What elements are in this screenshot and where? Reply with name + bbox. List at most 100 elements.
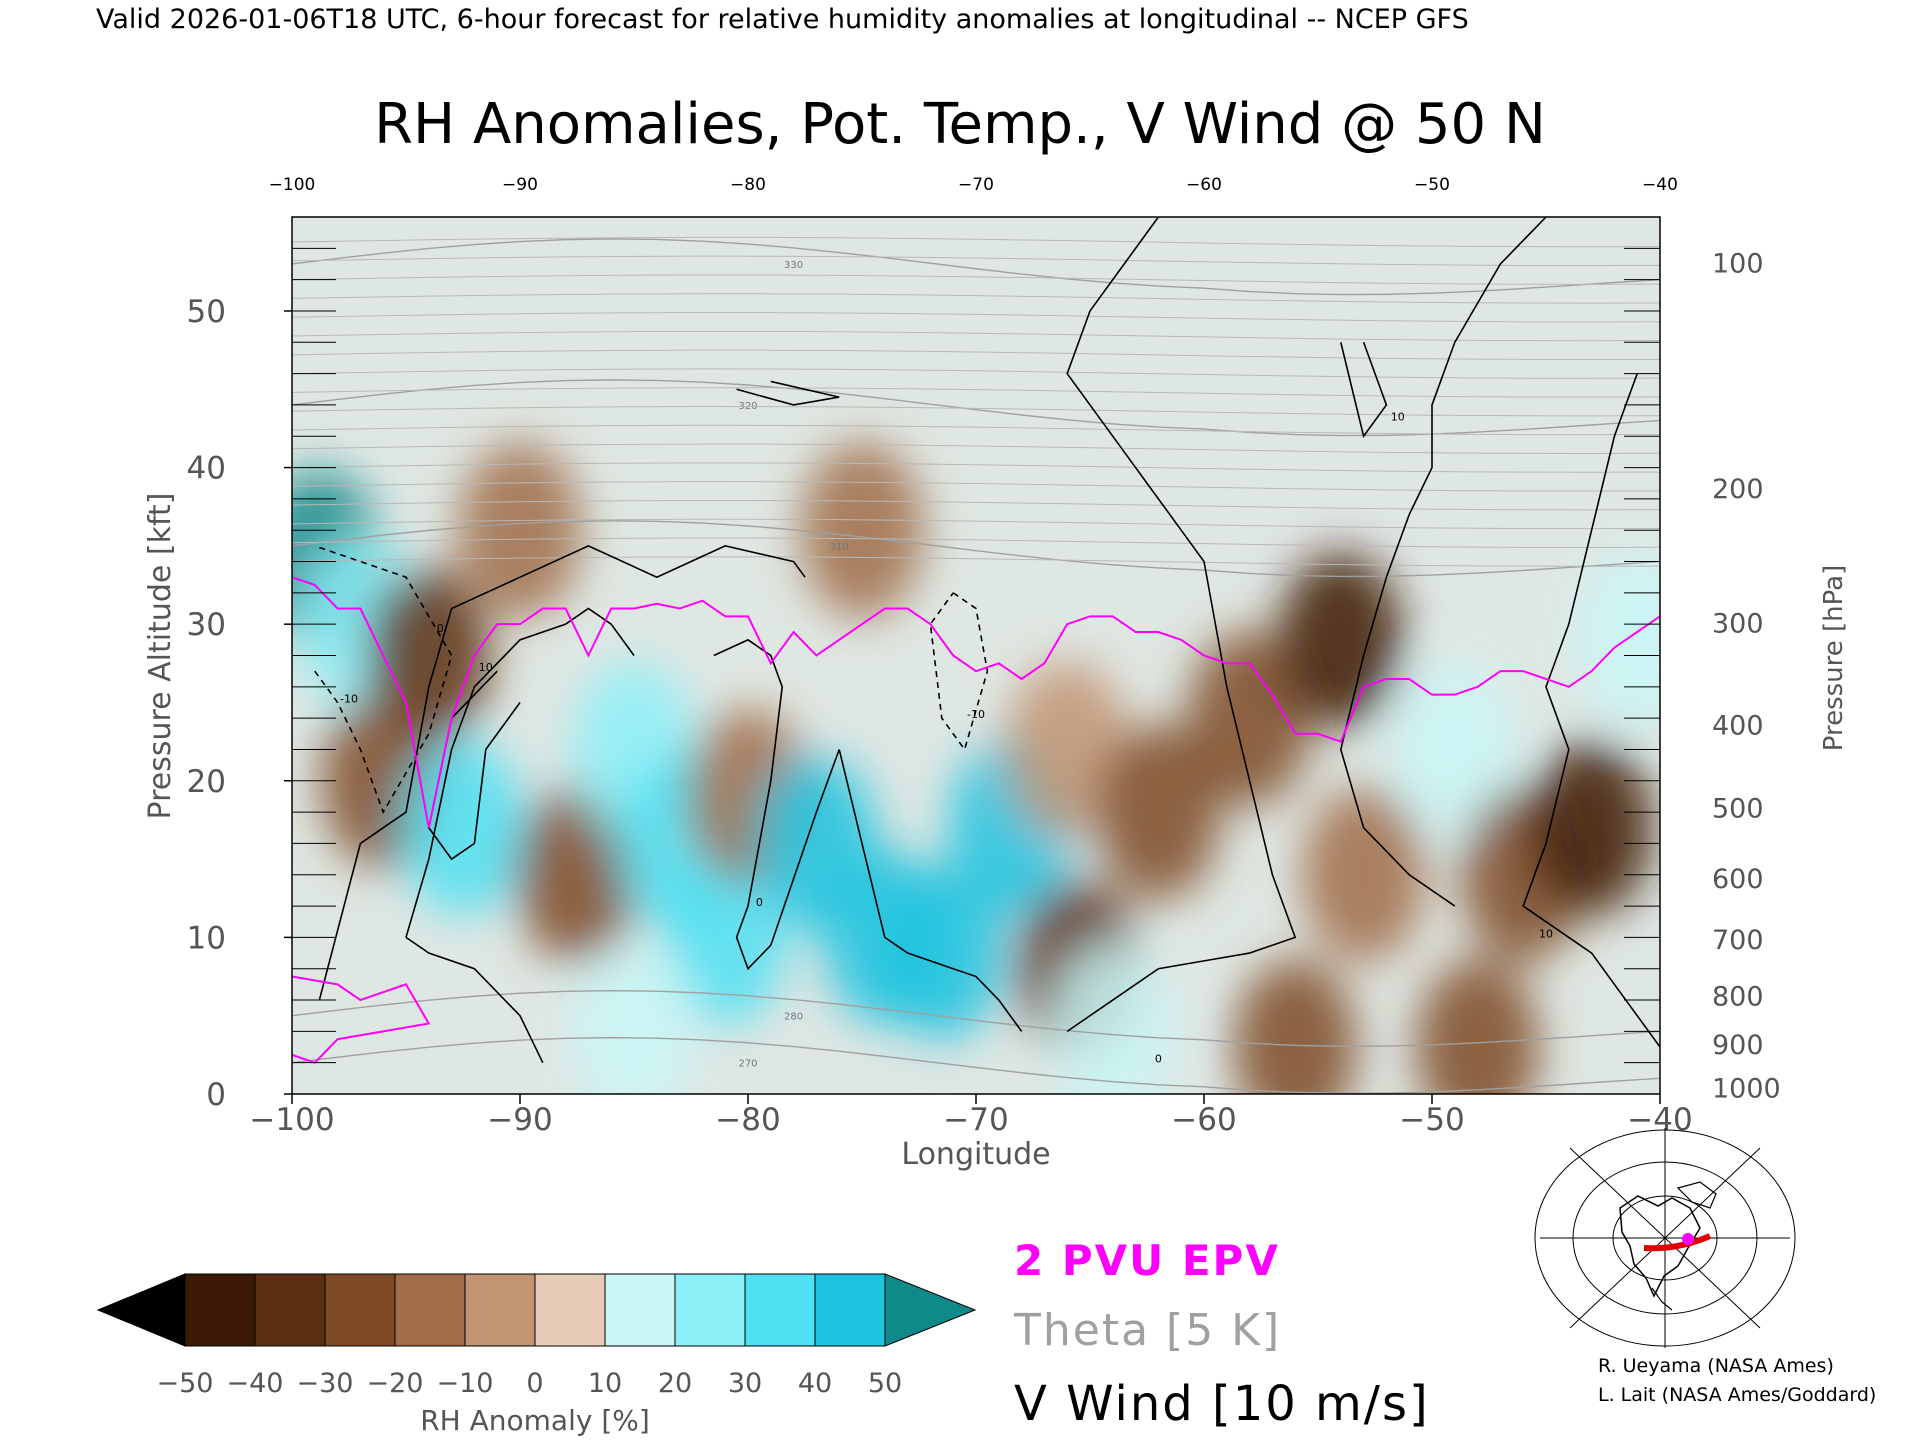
theta-contour xyxy=(292,293,1660,304)
x-tick-label: −90 xyxy=(487,1102,552,1138)
rh-anomaly-patch xyxy=(1096,724,1221,901)
chart-title: RH Anomalies, Pot. Temp., V Wind @ 50 N xyxy=(374,92,1546,157)
rh-anomaly-patch xyxy=(572,943,696,1094)
v-wind-contour xyxy=(405,936,544,1064)
pressure-tick-label: 100 xyxy=(1712,248,1764,279)
theta-contour xyxy=(292,349,1660,361)
rh-anomaly-patch xyxy=(401,739,525,916)
y-tick-label: 20 xyxy=(187,764,226,800)
top-tick-label: −60 xyxy=(1186,175,1222,195)
colorbar-tick-label: −10 xyxy=(437,1368,494,1399)
rh-anomaly-patch xyxy=(1392,661,1517,838)
v-wind-contour xyxy=(1522,373,1660,1048)
top-tick-label: −100 xyxy=(269,175,316,195)
v-wind-contour-label: 10 xyxy=(1391,411,1405,424)
pressure-tick-label: 300 xyxy=(1712,609,1764,640)
top-tick-label: −80 xyxy=(730,175,766,195)
colorbar: −50 −40 −30 −20 −10 0 10 20 30 40 50 xyxy=(96,1273,977,1399)
rh-anomaly-patch xyxy=(1575,551,1660,728)
colorbar-bin xyxy=(184,1273,256,1347)
pressure-tick-label: 200 xyxy=(1712,474,1764,505)
legend-entry: V Wind [10 m/s] xyxy=(1014,1376,1430,1432)
y-tick-label: 40 xyxy=(187,451,226,487)
theta-contour xyxy=(292,537,1660,548)
colorbar-label: RH Anomaly [%] xyxy=(420,1404,650,1437)
x-tick-label: −100 xyxy=(249,1102,334,1138)
credit-line-2: L. Lait (NASA Ames/Goddard) xyxy=(1598,1384,1876,1406)
rh-anomaly-patch xyxy=(879,865,1004,1042)
colorbar-bin xyxy=(254,1273,326,1347)
colorbar-tick-label: −20 xyxy=(367,1368,424,1399)
theta-contour xyxy=(292,989,1660,1048)
v-wind-contour xyxy=(318,544,806,1001)
colorbar-bin xyxy=(604,1273,676,1347)
colorbar-bin xyxy=(674,1273,746,1347)
theta-contour xyxy=(292,481,1660,492)
theta-contour xyxy=(292,255,1660,267)
rh-anomaly-patch xyxy=(1050,943,1175,1094)
v-wind-contour-label: 0 xyxy=(437,622,444,635)
v-wind-contour xyxy=(1340,342,1388,439)
v-wind-contour xyxy=(713,638,840,971)
pressure-tick-label: 800 xyxy=(1712,981,1764,1012)
cross-section-path xyxy=(1643,1233,1712,1252)
v-wind-contour-label: 0 xyxy=(1155,1053,1162,1066)
pressure-tick-label: 900 xyxy=(1712,1030,1764,1061)
theta-contour xyxy=(292,312,1660,323)
v-wind-contour-label: -10 xyxy=(967,708,985,721)
x-axis-label: Longitude xyxy=(901,1137,1050,1172)
y-axis-label-right: Pressure [hPa] xyxy=(1819,565,1849,752)
x-tick-label: −50 xyxy=(1399,1102,1464,1138)
rh-anomaly-patch xyxy=(515,786,639,963)
rh-anomaly-patch xyxy=(1233,959,1358,1094)
theta-contour xyxy=(292,462,1660,473)
colorbar-bin xyxy=(744,1273,816,1347)
rh-anomaly-patch xyxy=(1529,739,1654,916)
colorbar-tick-label: −40 xyxy=(227,1368,284,1399)
colorbar-tick-label: 40 xyxy=(798,1368,832,1399)
theta-contour-label: 280 xyxy=(784,1012,803,1023)
theta-contour xyxy=(292,330,1660,342)
theta-contour xyxy=(292,520,1660,578)
theta-contour xyxy=(292,387,1660,398)
colorbar-tick-label: −50 xyxy=(157,1368,214,1399)
pressure-tick-label: 1000 xyxy=(1712,1074,1781,1105)
colorbar-bin xyxy=(324,1273,396,1347)
theta-contour xyxy=(292,368,1660,379)
v-wind-contour xyxy=(736,380,840,406)
v-wind-contour-label: 0 xyxy=(756,896,763,909)
theta-contour-label: 310 xyxy=(830,542,849,553)
colorbar-over-arrow xyxy=(884,1273,977,1347)
epv-2pvu-line xyxy=(292,975,431,1064)
rh-anomaly-patch xyxy=(1301,786,1426,963)
v-wind-contour-label: 10 xyxy=(1539,927,1553,940)
colorbar-bin xyxy=(394,1273,466,1347)
y-tick-label: 30 xyxy=(187,607,226,643)
theta-contour xyxy=(292,238,1660,296)
legend-entry: 2 PVU EPV xyxy=(1014,1236,1280,1285)
theta-contour xyxy=(292,499,1660,511)
v-wind-contour xyxy=(929,592,989,752)
legend-entry: Theta [5 K] xyxy=(1013,1305,1281,1356)
legend: 2 PVU EPV Theta [5 K] V Wind [10 m/s] xyxy=(1013,1236,1430,1432)
y-tick-label: 0 xyxy=(206,1077,226,1113)
x-tick-label: −80 xyxy=(715,1102,780,1138)
theta-contour xyxy=(292,1036,1660,1094)
v-wind-contour xyxy=(314,545,453,814)
x-tick-label: −60 xyxy=(1171,1102,1236,1138)
epv-2pvu-line xyxy=(292,576,1660,828)
theta-contour xyxy=(292,236,1660,248)
colorbar-bin xyxy=(534,1273,606,1347)
rh-anomaly-patch xyxy=(1278,551,1403,728)
y-tick-label: 10 xyxy=(187,920,226,956)
location-marker xyxy=(1682,1233,1694,1245)
v-wind-contour-label: -10 xyxy=(340,692,358,705)
colorbar-tick-label: 30 xyxy=(728,1368,762,1399)
colorbar-bin xyxy=(464,1273,536,1347)
x-tick-label: −70 xyxy=(943,1102,1008,1138)
y-tick-label: 50 xyxy=(187,294,226,330)
top-tick-label: −70 xyxy=(958,175,994,195)
theta-contour xyxy=(292,556,1660,567)
colorbar-tick-label: 10 xyxy=(588,1368,622,1399)
